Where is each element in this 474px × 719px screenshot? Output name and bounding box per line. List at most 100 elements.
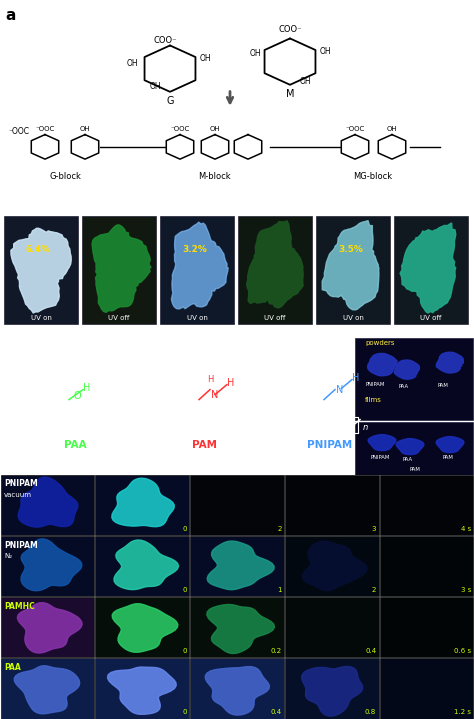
Text: 22 500: 22 500 [314,451,346,459]
Text: UV off: UV off [264,315,286,321]
Bar [285,659,379,718]
Bar [380,597,474,657]
Bar [4,216,78,324]
Text: film: film [230,205,244,214]
Polygon shape [172,222,228,309]
Bar [380,536,474,596]
Text: 0.4: 0.4 [270,709,282,715]
Text: 3 s: 3 s [461,587,471,593]
Text: OH: OH [387,126,397,132]
Polygon shape [112,604,178,652]
Text: c: c [5,338,14,352]
Polygon shape [21,539,82,591]
Text: PAMHC: PAMHC [4,602,35,610]
Text: COO⁻: COO⁻ [278,25,302,34]
Bar [285,475,379,535]
Text: COO⁻: COO⁻ [153,36,177,45]
Text: 6.4%: 6.4% [26,244,51,254]
Text: PDI:: PDI: [8,457,26,467]
Text: MG-block: MG-block [377,199,413,208]
Text: PAM: PAM [192,439,218,449]
Polygon shape [400,223,456,313]
Text: PAM: PAM [410,467,420,472]
Bar [95,475,189,535]
Text: OH: OH [299,77,311,86]
Text: n: n [363,423,368,432]
Text: PAA: PAA [64,439,86,449]
Bar [190,597,284,657]
Text: G-block: G-block [49,173,81,181]
Text: PAM: PAM [443,454,454,459]
Text: 1.3: 1.3 [68,461,82,470]
Bar [0,597,94,657]
Polygon shape [18,477,78,527]
Bar [190,536,284,596]
Text: PNIPAM: PNIPAM [4,541,38,549]
Text: UV off: UV off [109,315,130,321]
Polygon shape [205,667,269,715]
Text: 1.2 s: 1.2 s [454,709,471,715]
Text: b: b [5,201,16,216]
Text: MG-block: MG-block [354,173,392,181]
Text: 0.6 s: 0.6 s [454,648,471,654]
Polygon shape [436,352,464,373]
Text: PAA: PAA [399,384,409,388]
Text: OH: OH [249,49,261,58]
Polygon shape [92,225,151,312]
Polygon shape [302,541,367,591]
Bar [355,338,473,420]
Text: M-block: M-block [222,199,252,208]
Text: O: O [73,390,81,400]
Bar [0,536,94,596]
Text: 0: 0 [182,648,187,654]
Text: G: G [166,96,174,106]
Text: 0: 0 [182,587,187,593]
Polygon shape [112,478,174,527]
Polygon shape [11,228,71,313]
Bar [82,216,156,324]
Text: O: O [183,390,191,400]
Text: H: H [352,372,360,383]
Text: 0.2: 0.2 [270,648,282,654]
Bar [238,216,312,324]
Text: 31 600: 31 600 [189,451,221,459]
Bar [95,597,189,657]
Polygon shape [368,434,396,451]
Text: PAM: PAM [438,383,448,388]
Text: UV on: UV on [30,315,52,321]
Text: n: n [108,423,113,432]
Bar [316,216,390,324]
Text: 3: 3 [372,526,376,532]
Bar [0,659,94,718]
Text: PAA: PAA [4,663,21,672]
Text: G-block: G-block [64,199,93,208]
Polygon shape [207,605,274,654]
Text: powders: powders [63,205,95,214]
Polygon shape [322,221,379,310]
Text: n: n [237,423,243,432]
Bar [394,216,468,324]
Text: 3.2%: 3.2% [182,244,207,254]
Text: H: H [207,375,213,384]
Text: a: a [5,9,15,24]
Text: 1: 1 [277,587,282,593]
Polygon shape [396,439,424,454]
Text: 0.8: 0.8 [365,709,376,715]
Bar [380,475,474,535]
Text: M: M [286,88,294,99]
Polygon shape [367,354,397,376]
Text: UV off: UV off [420,315,442,321]
Text: 3.0: 3.0 [198,461,212,470]
Text: M-block: M-block [198,173,230,181]
Text: 33 200: 33 200 [59,451,91,459]
Text: N: N [337,385,344,395]
Bar [285,597,379,657]
Text: film-Ca²⁺: film-Ca²⁺ [378,205,412,214]
Text: ⁻OOC: ⁻OOC [36,126,55,132]
Text: N: N [211,390,219,400]
Text: H: H [83,383,91,393]
Polygon shape [18,603,82,653]
Bar [190,659,284,718]
Text: N₂: N₂ [4,554,12,559]
Bar [95,659,189,718]
